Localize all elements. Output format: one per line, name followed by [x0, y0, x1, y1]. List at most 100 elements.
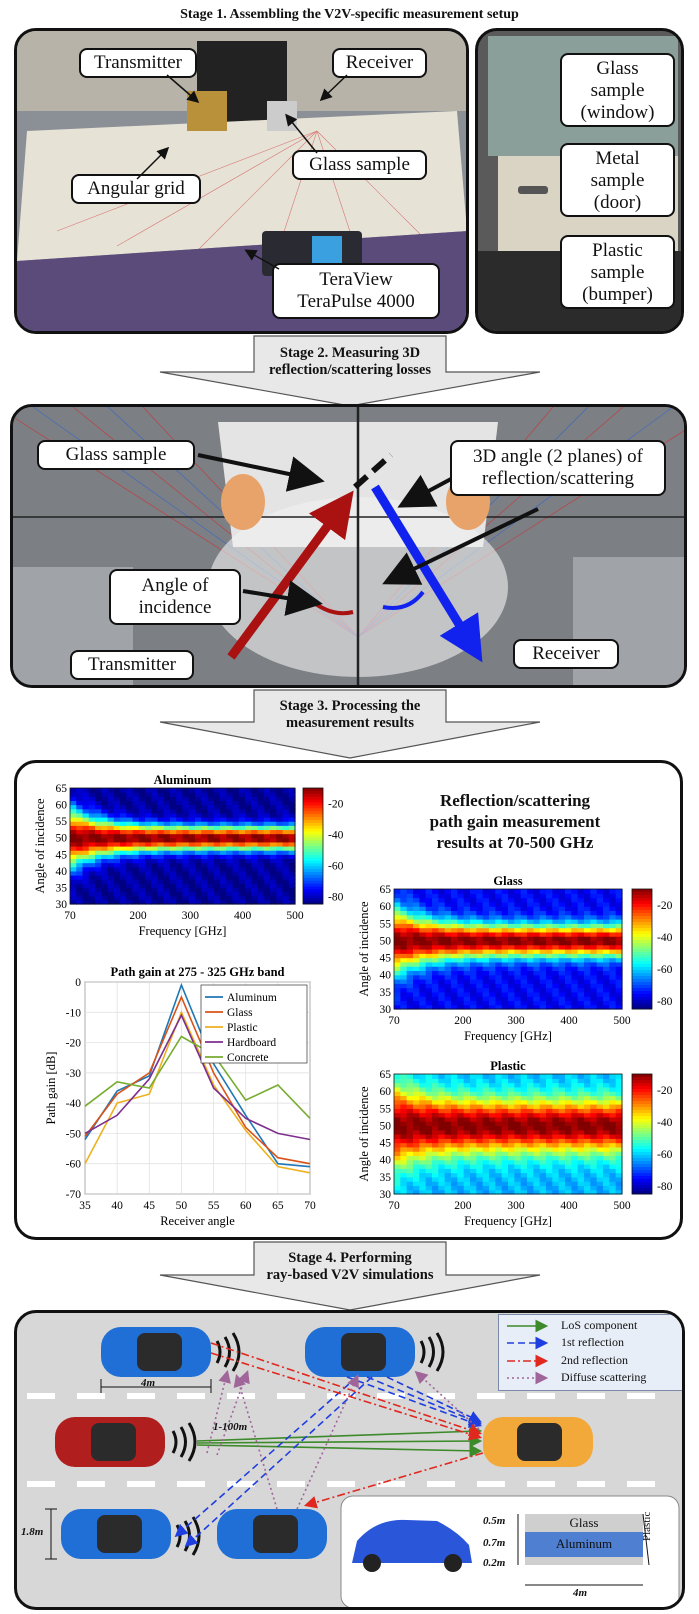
heatmap-cell	[170, 833, 177, 839]
colorbar-cell	[632, 943, 652, 947]
heatmap-cell	[565, 957, 572, 963]
colorbar-cell	[632, 1164, 652, 1168]
glass-material-label: Glass	[569, 1515, 599, 1530]
heatmap-cell	[451, 996, 458, 1002]
colorbar-cell	[632, 1167, 652, 1171]
colorbar-cell	[632, 952, 652, 956]
heatmap-cell	[145, 800, 152, 806]
heatmap-cell	[107, 788, 115, 793]
incidence-l2: incidence	[138, 597, 212, 618]
heatmap-cell	[188, 850, 196, 855]
heatmap-cell	[400, 923, 408, 929]
car-bottom-middle	[217, 1509, 327, 1559]
heatmap-cell	[107, 821, 115, 826]
heatmap-cell	[251, 837, 259, 843]
heatmap-cell	[232, 870, 240, 876]
alu-height-label: 0.7m	[483, 1537, 506, 1549]
colorbar-cell	[632, 907, 652, 911]
heatmap-cell	[238, 879, 246, 884]
heatmap-cell	[451, 1176, 458, 1182]
heatmap-cell	[577, 1164, 585, 1169]
colorbar-tick-label: -40	[657, 1117, 673, 1129]
heatmap-cell	[176, 796, 184, 802]
heatmap-cell	[220, 895, 227, 901]
heatmap-cell	[220, 825, 227, 831]
heatmap-cell	[596, 1185, 604, 1191]
heatmap-cell	[546, 966, 553, 972]
heatmap-cell	[138, 841, 146, 847]
heatmap-cell	[552, 1155, 560, 1161]
heatmap-cell	[603, 1172, 610, 1178]
y-tick-label: 50	[380, 1120, 392, 1132]
heatmap-cell	[176, 841, 184, 847]
heatmap-cell	[288, 837, 296, 843]
heatmap-cell	[232, 846, 240, 851]
y-tick-label: -40	[66, 1098, 82, 1110]
heatmap-cell	[533, 910, 541, 916]
heatmap-cell	[603, 919, 610, 924]
heatmap-cell	[558, 897, 566, 903]
heatmap-cell	[552, 996, 560, 1002]
heatmap-cell	[182, 821, 190, 826]
car-red	[55, 1417, 165, 1467]
heatmap-cell	[201, 866, 209, 872]
heatmap-cell	[419, 979, 427, 984]
heatmap-cell	[533, 1125, 541, 1131]
heatmap-cell	[245, 804, 252, 810]
heatmap-cell	[596, 1129, 604, 1135]
heatmap-cell	[282, 808, 290, 814]
heatmap-cell	[394, 889, 401, 894]
y-tick-label: 50	[380, 935, 392, 947]
heatmap-cell	[558, 1185, 566, 1191]
heatmap-cell	[432, 1125, 439, 1131]
heatmap-cell	[489, 901, 496, 907]
heatmap-cell	[425, 1116, 433, 1122]
heatmap-cell	[463, 1082, 471, 1088]
heatmap-cell	[406, 889, 414, 894]
heatmap-cell	[394, 931, 401, 937]
heatmap-cell	[138, 850, 146, 855]
heatmap-cell	[546, 901, 553, 907]
heatmap-cell	[489, 1172, 496, 1178]
heatmap-cell	[132, 883, 140, 889]
heatmap-cell	[444, 1181, 452, 1187]
heatmap-cell	[590, 889, 598, 894]
heatmap-cell	[508, 944, 515, 950]
heatmap-cell	[444, 1146, 452, 1152]
heatmap-cell	[552, 1164, 560, 1169]
heatmap-cell	[251, 841, 259, 847]
heatmap-cell	[288, 792, 296, 797]
heatmap-cell	[444, 987, 452, 993]
heatmap-cell	[220, 899, 227, 905]
heatmap-cell	[565, 1004, 572, 1010]
heatmap-cell	[270, 846, 277, 851]
heatmap-cell	[400, 1138, 408, 1144]
heatmap-cell	[520, 1078, 528, 1084]
heatmap-cell	[533, 1185, 541, 1191]
heatmap-cell	[425, 923, 433, 929]
heatmap-cell	[263, 883, 271, 889]
heatmap-cell	[577, 1004, 585, 1010]
heatmap-cell	[444, 906, 452, 912]
heatmap-cell	[508, 1116, 515, 1122]
heatmap-cell	[201, 796, 209, 802]
angular-grid-label: Angular grid	[71, 174, 201, 204]
heatmap-cell	[138, 862, 146, 868]
heatmap-cell	[288, 800, 296, 806]
heatmap-cell	[552, 910, 560, 916]
heatmap-cell	[565, 940, 572, 946]
heatmap-cell	[419, 1138, 427, 1144]
heatmap-cell	[571, 970, 579, 976]
heatmap-cell	[113, 825, 121, 831]
heatmap-cell	[257, 887, 265, 893]
heatmap-cell	[95, 821, 102, 826]
heatmap-cell	[406, 1086, 414, 1092]
heatmap-cell	[451, 910, 458, 916]
heatmap-cell	[163, 808, 171, 814]
stage3-title: Stage 3. Processing the measurement resu…	[230, 698, 470, 732]
heatmap-cell	[213, 829, 221, 835]
heatmap-cell	[546, 927, 553, 933]
heatmap-cell	[82, 788, 90, 793]
heatmap-cell	[539, 1099, 547, 1105]
heatmap-cell	[276, 841, 284, 847]
